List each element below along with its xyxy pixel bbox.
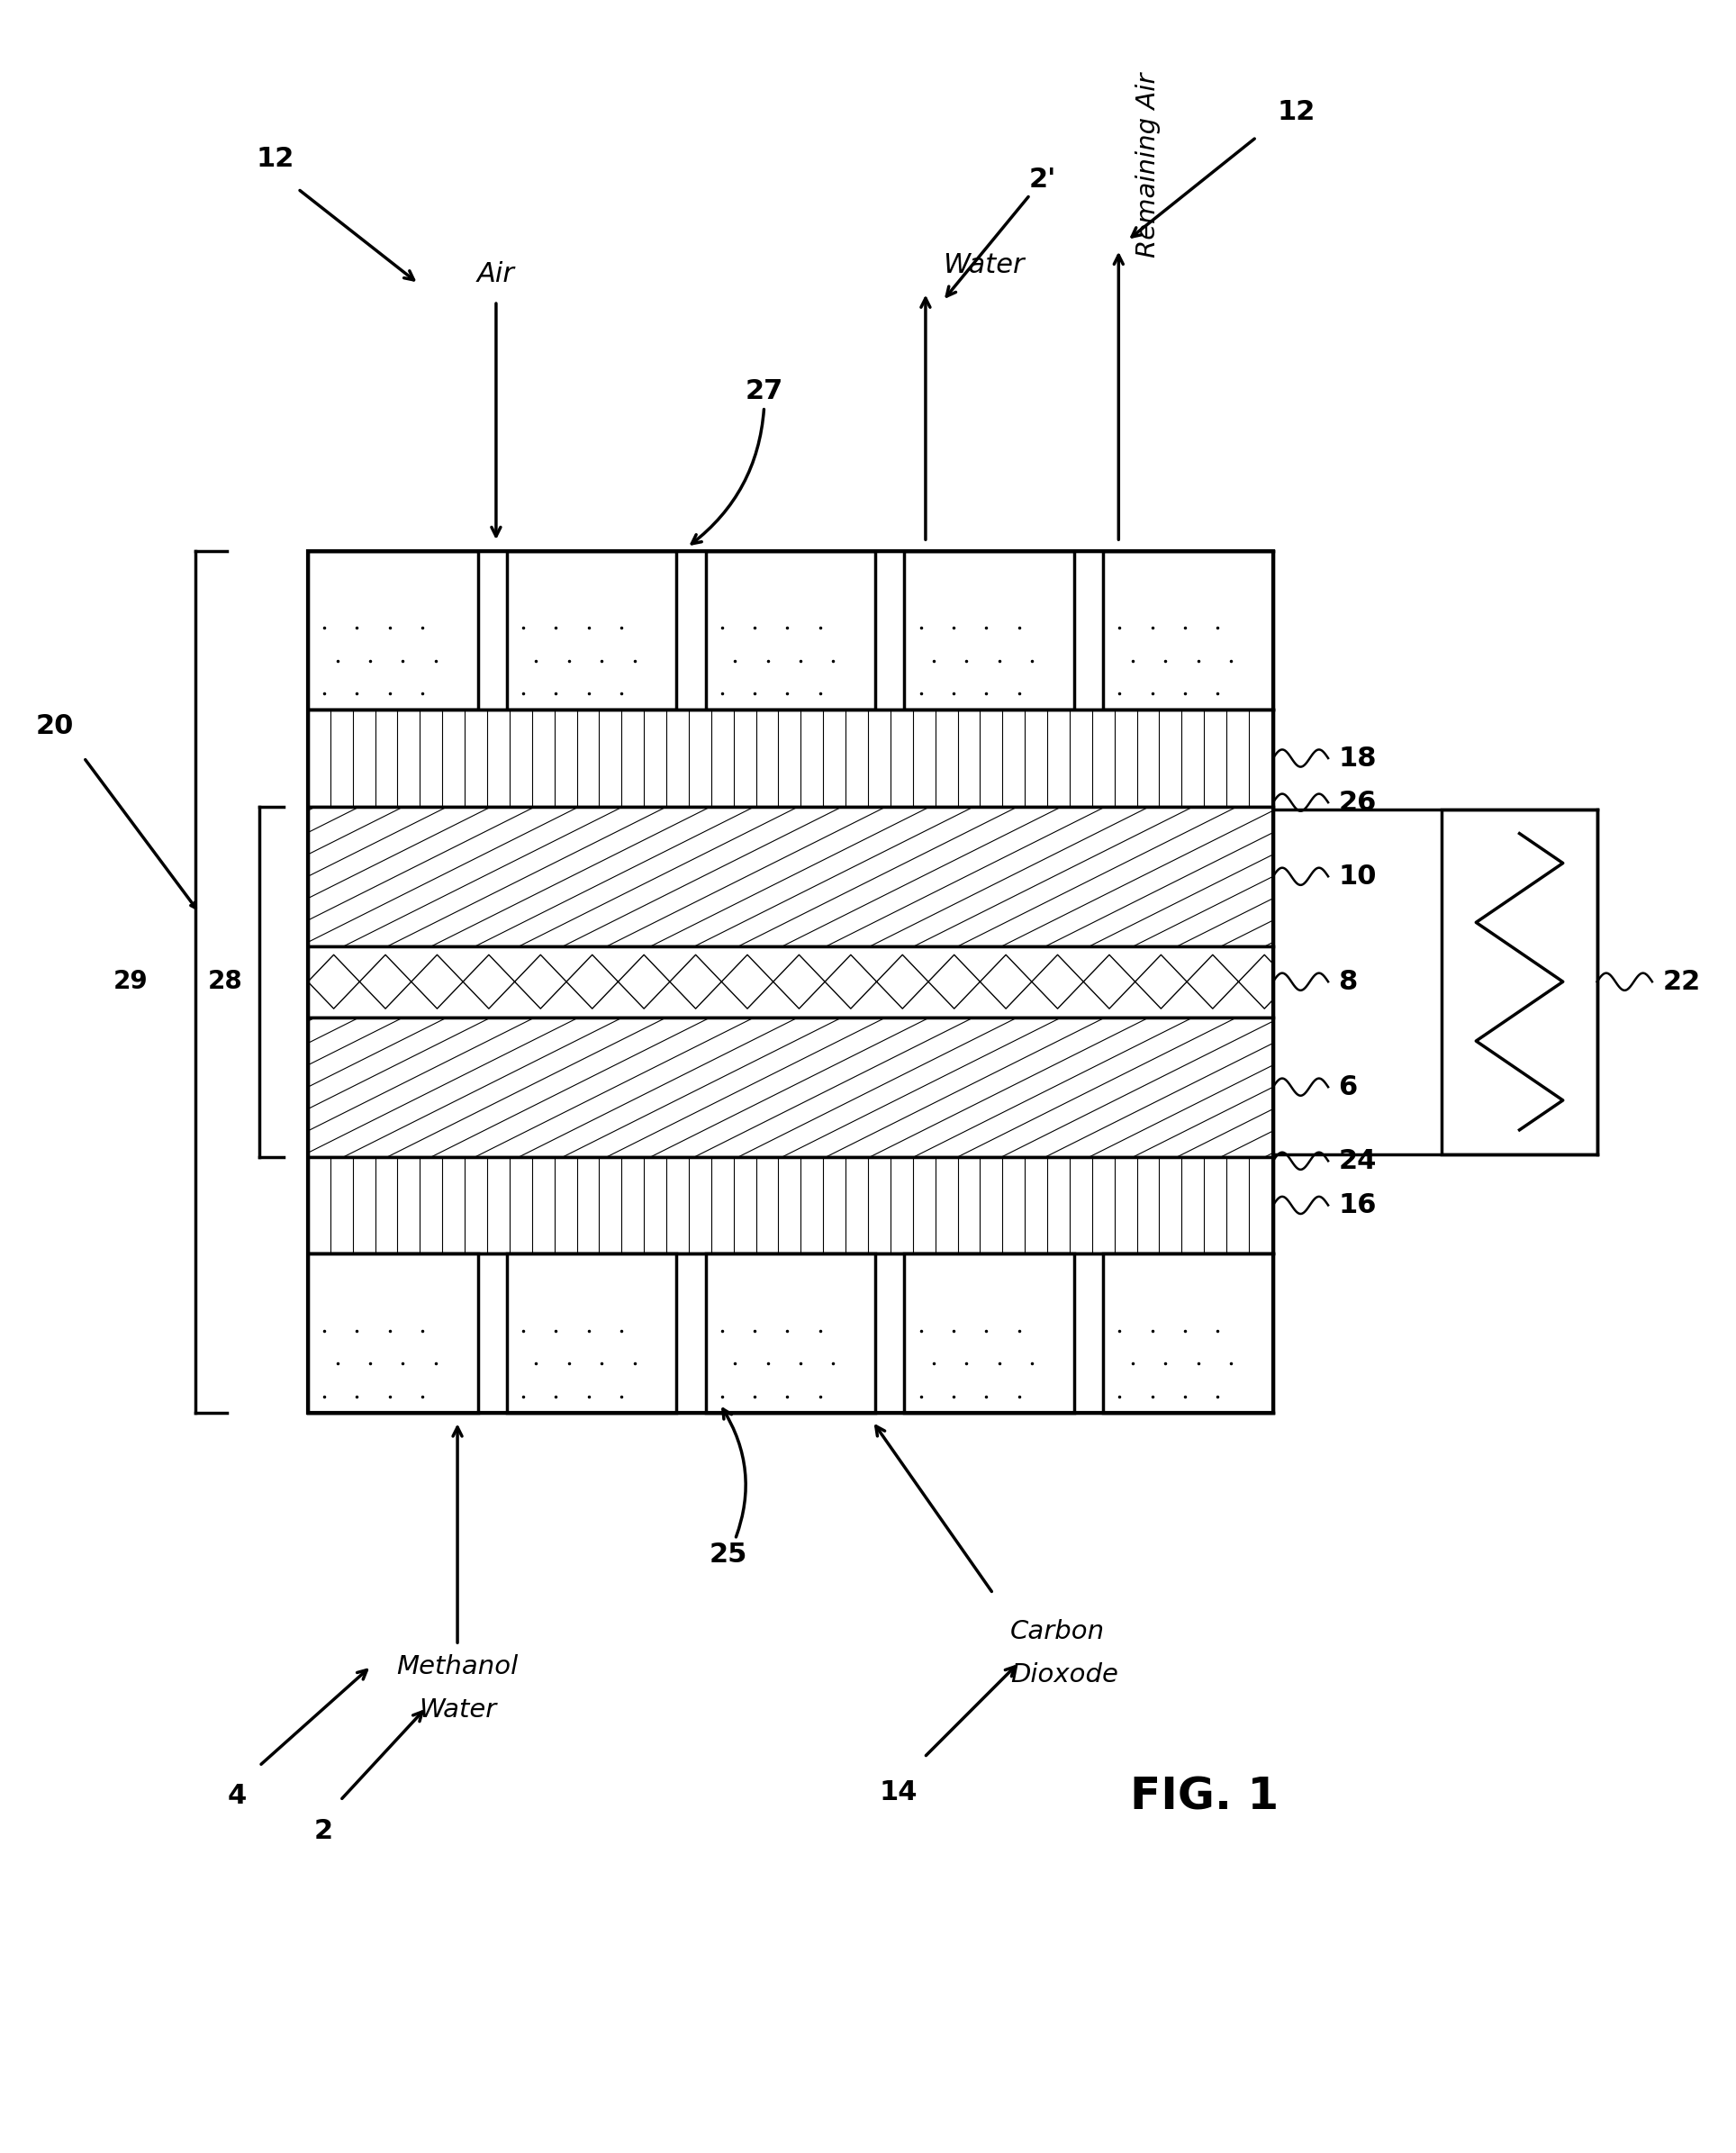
Bar xyxy=(904,551,1075,710)
Text: 6: 6 xyxy=(1338,1074,1358,1100)
Text: 27: 27 xyxy=(691,379,783,545)
Bar xyxy=(307,1156,1272,1253)
Text: 28: 28 xyxy=(208,969,243,995)
Text: 12: 12 xyxy=(1278,99,1316,125)
Text: Carbon: Carbon xyxy=(1010,1619,1106,1645)
Bar xyxy=(1102,551,1272,710)
Bar xyxy=(1102,1253,1272,1412)
Bar xyxy=(1443,810,1597,1154)
Text: 20: 20 xyxy=(35,713,73,741)
Text: Air: Air xyxy=(477,261,516,286)
Text: 24: 24 xyxy=(1338,1148,1377,1173)
Text: 26: 26 xyxy=(1338,790,1377,816)
Bar xyxy=(705,551,875,710)
Text: Dioxode: Dioxode xyxy=(1010,1662,1118,1688)
Bar xyxy=(705,1253,875,1412)
Text: 25: 25 xyxy=(710,1408,748,1567)
Text: 16: 16 xyxy=(1338,1193,1377,1219)
Text: 14: 14 xyxy=(878,1781,917,1806)
Text: 29: 29 xyxy=(113,969,148,995)
Text: 12: 12 xyxy=(257,146,295,172)
Text: Water: Water xyxy=(943,252,1024,278)
Text: 2: 2 xyxy=(314,1817,333,1843)
Text: Remaining Air: Remaining Air xyxy=(1135,73,1161,258)
Bar xyxy=(507,1253,677,1412)
Text: 4: 4 xyxy=(227,1783,247,1809)
Text: FIG. 1: FIG. 1 xyxy=(1130,1776,1278,1819)
Text: 18: 18 xyxy=(1338,745,1377,771)
Bar xyxy=(307,807,1272,945)
Bar xyxy=(307,945,1272,1016)
Text: Water: Water xyxy=(418,1697,496,1722)
Text: 2': 2' xyxy=(946,166,1057,297)
Text: 22: 22 xyxy=(1663,969,1701,995)
Text: 10: 10 xyxy=(1338,863,1377,889)
Bar xyxy=(307,551,477,710)
Bar xyxy=(904,1253,1075,1412)
Text: 8: 8 xyxy=(1338,969,1358,995)
Bar xyxy=(307,1253,477,1412)
Bar xyxy=(507,551,677,710)
Bar xyxy=(307,710,1272,807)
Bar xyxy=(307,1016,1272,1156)
Bar xyxy=(307,551,1272,1412)
Text: Methanol: Methanol xyxy=(396,1654,519,1679)
